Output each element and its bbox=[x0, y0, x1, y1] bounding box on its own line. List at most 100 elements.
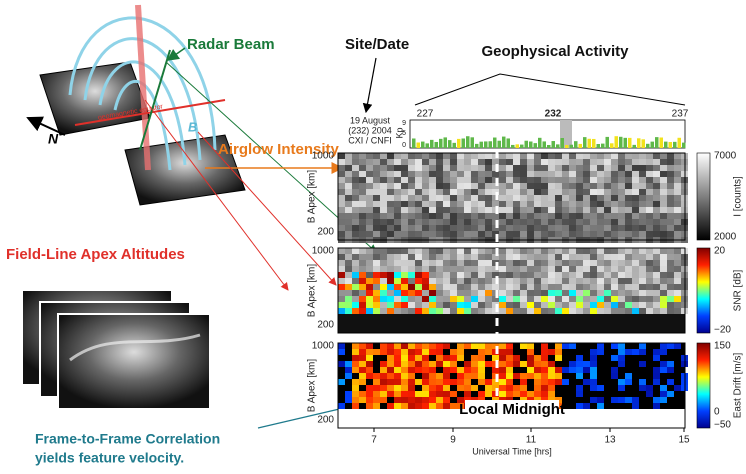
pixel bbox=[604, 409, 611, 415]
pixel bbox=[618, 165, 625, 171]
pixel bbox=[485, 290, 492, 296]
pixel bbox=[597, 278, 604, 284]
pixel bbox=[408, 266, 415, 272]
pixel bbox=[415, 266, 422, 272]
pixel bbox=[632, 415, 639, 421]
pixel bbox=[422, 355, 429, 361]
pixel bbox=[366, 290, 373, 296]
geometry-sketch: geomagnetic equator B N bbox=[26, 4, 246, 206]
pixel bbox=[534, 183, 541, 189]
pixel bbox=[555, 159, 562, 165]
pixel bbox=[373, 213, 380, 219]
kp-bar bbox=[560, 138, 564, 148]
pixel bbox=[576, 373, 583, 379]
kp-bar bbox=[443, 137, 447, 148]
pixel bbox=[394, 349, 401, 355]
pixel bbox=[422, 195, 429, 201]
pixel bbox=[457, 343, 464, 349]
pixel bbox=[373, 391, 380, 397]
pixel bbox=[457, 207, 464, 213]
pixel bbox=[464, 171, 471, 177]
pixel bbox=[562, 254, 569, 260]
pixel bbox=[422, 373, 429, 379]
pixel bbox=[653, 254, 660, 260]
pixel bbox=[471, 367, 478, 373]
pixel bbox=[345, 308, 352, 314]
pixel bbox=[506, 355, 513, 361]
pixel bbox=[401, 195, 408, 201]
pixel bbox=[513, 165, 520, 171]
pixel bbox=[527, 272, 534, 278]
pixel bbox=[352, 201, 359, 207]
pixel bbox=[338, 171, 345, 177]
pixel bbox=[478, 421, 485, 427]
pixel bbox=[478, 355, 485, 361]
pixel bbox=[576, 189, 583, 195]
pixel bbox=[674, 308, 681, 314]
pixel bbox=[345, 361, 352, 367]
pixel bbox=[450, 391, 457, 397]
pixel bbox=[499, 421, 506, 427]
pixel bbox=[534, 284, 541, 290]
pixel bbox=[408, 207, 415, 213]
pixel bbox=[604, 183, 611, 189]
pixel bbox=[541, 225, 548, 231]
pixel bbox=[471, 225, 478, 231]
pixel bbox=[485, 213, 492, 219]
pixel bbox=[632, 248, 639, 254]
pixel bbox=[380, 409, 387, 415]
pixel bbox=[422, 296, 429, 302]
pixel bbox=[513, 272, 520, 278]
pixel bbox=[415, 397, 422, 403]
pixel bbox=[394, 201, 401, 207]
pixel bbox=[569, 213, 576, 219]
pixel bbox=[513, 284, 520, 290]
pixel bbox=[471, 195, 478, 201]
pixel bbox=[422, 403, 429, 409]
pixel bbox=[352, 343, 359, 349]
pixel bbox=[520, 207, 527, 213]
pixel bbox=[373, 379, 380, 385]
pixel bbox=[646, 266, 653, 272]
pixel bbox=[660, 231, 667, 237]
pixel bbox=[667, 296, 674, 302]
pixel bbox=[674, 254, 681, 260]
pixel bbox=[534, 165, 541, 171]
pixel bbox=[464, 290, 471, 296]
pixel bbox=[443, 415, 450, 421]
pixel bbox=[534, 266, 541, 272]
pixel bbox=[653, 397, 660, 403]
pixel bbox=[548, 195, 555, 201]
kp-tick: 5 bbox=[402, 130, 406, 137]
pixel bbox=[527, 248, 534, 254]
pixel bbox=[352, 207, 359, 213]
pixel bbox=[471, 159, 478, 165]
pixel bbox=[534, 254, 541, 260]
pixel bbox=[520, 177, 527, 183]
pixel bbox=[338, 183, 345, 189]
pixel bbox=[562, 219, 569, 225]
pixel bbox=[373, 296, 380, 302]
pixel bbox=[625, 195, 632, 201]
pixel bbox=[541, 421, 548, 427]
pixel bbox=[352, 290, 359, 296]
pixel bbox=[359, 373, 366, 379]
pixel bbox=[604, 225, 611, 231]
pixel bbox=[597, 415, 604, 421]
pixel bbox=[499, 254, 506, 260]
pixel bbox=[443, 231, 450, 237]
pixel bbox=[338, 349, 345, 355]
pixel bbox=[583, 207, 590, 213]
pixel bbox=[387, 231, 394, 237]
pixel bbox=[513, 171, 520, 177]
pixel bbox=[506, 385, 513, 391]
pixel bbox=[408, 343, 415, 349]
pixel bbox=[639, 427, 646, 433]
pixel bbox=[611, 219, 618, 225]
pixel bbox=[611, 284, 618, 290]
day-label: 237 bbox=[672, 109, 689, 120]
pixel bbox=[408, 278, 415, 284]
pixel bbox=[359, 254, 366, 260]
pixel bbox=[548, 367, 555, 373]
pixel bbox=[583, 403, 590, 409]
